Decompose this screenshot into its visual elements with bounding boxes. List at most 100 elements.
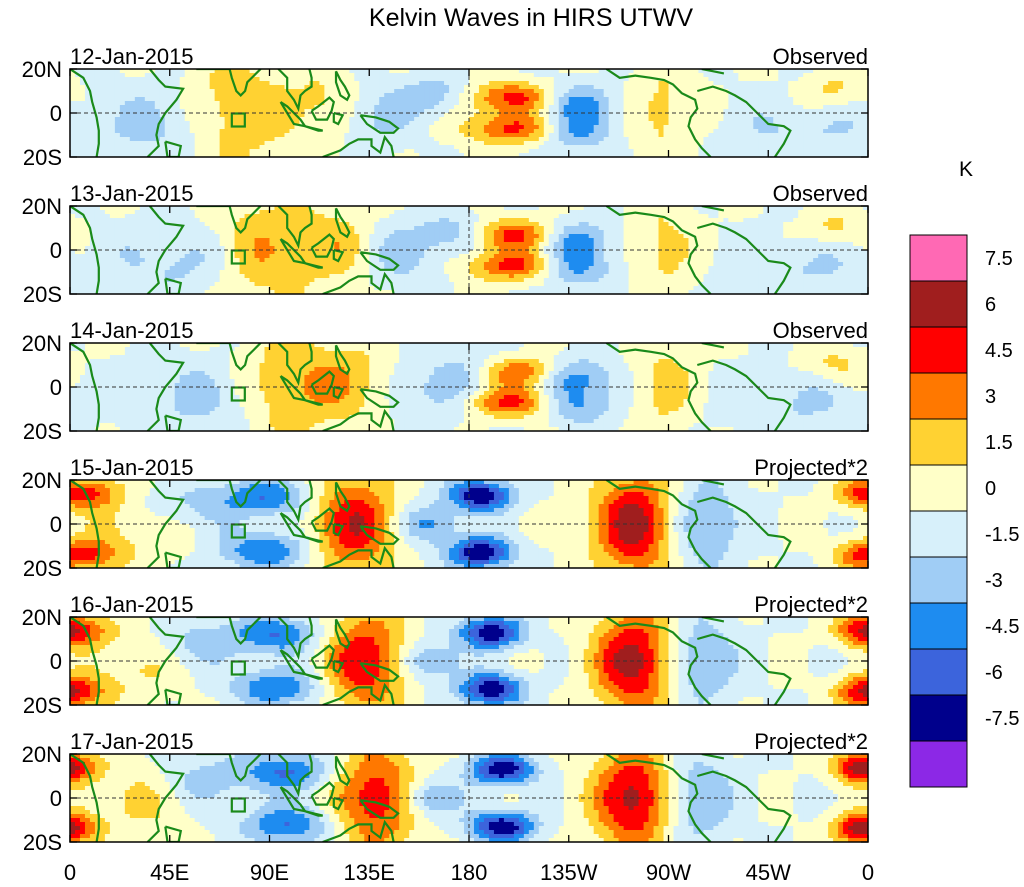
field-cell: [264, 97, 271, 102]
field-cell: [553, 77, 560, 82]
field-cell: [808, 105, 814, 110]
field-cell: [464, 69, 470, 74]
field-cell: [848, 73, 854, 78]
field-cell: [249, 218, 256, 223]
field-cell: [788, 101, 794, 106]
field-cell: [209, 117, 216, 122]
field-cell: [648, 145, 655, 150]
field-cell: [473, 230, 480, 235]
coastline: [310, 96, 336, 121]
field-cell: [194, 210, 201, 215]
field-cell: [848, 121, 854, 126]
field-cell: [728, 97, 734, 102]
field-cell: [838, 81, 844, 86]
field-cell: [414, 206, 420, 211]
field-cell: [409, 89, 415, 94]
field-cell: [129, 117, 136, 122]
field-cell: [374, 133, 380, 138]
field-cell: [314, 226, 320, 231]
field-cell: [444, 105, 450, 110]
field-cell: [773, 73, 779, 78]
field-cell: [84, 81, 91, 86]
field-cell: [533, 218, 540, 223]
field-cell: [523, 149, 530, 154]
field-cell: [159, 210, 166, 215]
field-cell: [204, 149, 211, 154]
field-cell: [743, 206, 749, 211]
field-cell: [424, 238, 430, 243]
field-cell: [548, 149, 555, 154]
field-cell: [399, 210, 405, 215]
field-cell: [853, 222, 859, 227]
field-cell: [214, 129, 221, 134]
field-cell: [608, 222, 615, 227]
field-cell: [648, 214, 655, 219]
field-cell: [154, 97, 161, 102]
field-cell: [434, 121, 440, 126]
field-cell: [139, 81, 146, 86]
field-cell: [628, 218, 635, 223]
field-cell: [179, 230, 186, 235]
field-cell: [598, 81, 605, 86]
field-cell: [798, 97, 804, 102]
field-cell: [818, 218, 824, 223]
field-cell: [843, 113, 849, 118]
field-cell: [558, 85, 565, 90]
field-cell: [728, 137, 734, 142]
field-cell: [354, 218, 360, 223]
field-cell: [279, 77, 286, 82]
field-cell: [783, 230, 789, 235]
field-cell: [758, 238, 764, 243]
field-cell: [513, 89, 520, 94]
field-cell: [174, 105, 181, 110]
field-cell: [139, 121, 146, 126]
field-cell: [613, 101, 620, 106]
field-cell: [129, 141, 136, 146]
field-cell: [124, 206, 131, 211]
field-cell: [179, 210, 186, 215]
field-cell: [359, 206, 365, 211]
field-cell: [99, 85, 106, 90]
field-cell: [618, 89, 625, 94]
field-cell: [464, 153, 470, 157]
field-cell: [344, 125, 350, 130]
field-cell: [858, 141, 864, 146]
field-cell: [239, 93, 246, 98]
field-cell: [389, 105, 395, 110]
field-cell: [449, 69, 455, 74]
field-cell: [254, 101, 261, 106]
field-cell: [613, 149, 620, 154]
field-cell: [843, 121, 849, 126]
field-cell: [478, 153, 485, 157]
field-cell: [469, 145, 475, 150]
field-cell: [144, 141, 151, 146]
field-cell: [688, 69, 695, 74]
field-cell: [229, 105, 236, 110]
field-cell: [473, 89, 480, 94]
field-cell: [708, 105, 714, 110]
field-cell: [663, 121, 670, 126]
field-cell: [818, 222, 824, 227]
field-cell: [124, 145, 131, 150]
field-cell: [723, 230, 729, 235]
field-cell: [234, 77, 241, 82]
field-cell: [808, 77, 814, 82]
field-cell: [623, 226, 630, 231]
field-cell: [299, 89, 306, 94]
field-cell: [648, 105, 655, 110]
field-cell: [439, 137, 445, 142]
field-cell: [449, 109, 455, 114]
field-cell: [628, 89, 635, 94]
field-cell: [279, 121, 286, 126]
field-cell: [449, 121, 455, 126]
field-cell: [648, 73, 655, 78]
field-cell: [483, 234, 490, 239]
field-cell: [134, 226, 141, 231]
field-cell: [718, 89, 724, 94]
field-cell: [713, 210, 719, 215]
field-cell: [259, 230, 266, 235]
coastline: [304, 125, 323, 132]
field-cell: [259, 218, 266, 223]
field-cell: [638, 105, 645, 110]
field-cell: [364, 206, 370, 211]
